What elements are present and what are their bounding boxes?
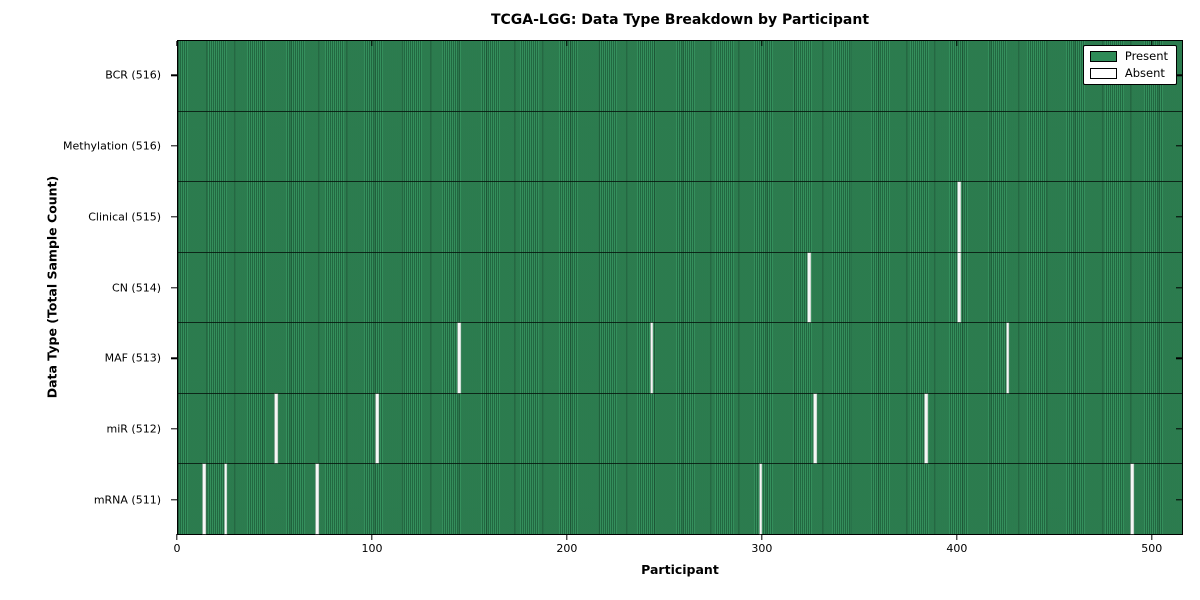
plot-area: Present Absent (177, 40, 1183, 535)
y-tick-mark (171, 216, 177, 218)
absent-gap (759, 464, 763, 535)
chart-title: TCGA-LGG: Data Type Breakdown by Partici… (490, 12, 870, 28)
x-tick-mark (371, 41, 373, 46)
absent-gap (1006, 323, 1010, 393)
absent-gap (924, 393, 928, 464)
x-tick-mark (176, 534, 178, 540)
heatmap-row-methylation (178, 112, 1182, 183)
x-tick-mark (956, 534, 958, 540)
legend-entry-absent: Absent (1089, 65, 1168, 80)
y-tick-mark (171, 498, 177, 501)
legend-label: Present (1124, 49, 1168, 63)
y-tick-mark (171, 357, 177, 359)
legend-entry-present: Present (1089, 49, 1168, 63)
absent-gap (650, 323, 654, 393)
heatmap-row-mir (178, 393, 1182, 465)
heatmap-row-mrna (178, 464, 1182, 535)
absent-gap (202, 464, 206, 535)
y-tick-labels: BCR (516) Methylation (516) Clinical (515)… (0, 40, 169, 535)
absent-gap (1131, 464, 1134, 535)
y-tick-label: Methylation (516) (63, 139, 161, 153)
x-axis-label: Participant (641, 562, 719, 577)
x-tick-mark (1151, 41, 1153, 46)
legend-swatch-absent (1089, 67, 1117, 79)
x-tick-mark (761, 41, 763, 46)
legend-label: Absent (1124, 65, 1165, 80)
x-tick-label: 500 (1141, 542, 1163, 555)
y-tick-mark (171, 428, 177, 430)
x-tick-mark (761, 534, 763, 540)
absent-gap (957, 182, 961, 252)
x-tick-mark (1151, 534, 1153, 540)
x-tick-label: 200 (556, 542, 578, 555)
x-tick-mark (566, 534, 568, 540)
x-tick-marks-bottom (176, 534, 1183, 540)
x-tick-labels: 0 100 200 300 400 500 (173, 542, 1183, 558)
heatmap-row-bcr (178, 41, 1182, 112)
x-tick-label: 400 (946, 542, 968, 555)
y-tick-mark (171, 74, 177, 77)
absent-gap (376, 393, 379, 464)
y-tick-marks-left (171, 40, 177, 535)
x-tick-mark (566, 41, 568, 46)
y-tick-mark (1176, 357, 1182, 359)
x-tick-mark (176, 41, 178, 46)
y-tick-mark (1176, 74, 1182, 77)
y-tick-mark (1176, 145, 1182, 147)
y-tick-label: MAF (513) (104, 351, 161, 365)
x-tick-label: 100 (361, 542, 383, 555)
heatmap-row-cn (178, 252, 1182, 324)
y-tick-label: mRNA (511) (93, 493, 161, 507)
absent-gap (274, 393, 278, 464)
legend: Present Absent (1082, 45, 1177, 85)
y-tick-label: Clinical (515) (88, 210, 161, 224)
absent-gap (957, 252, 961, 323)
x-tick-mark (371, 534, 373, 540)
heatmap-row-maf (178, 323, 1182, 394)
absent-gap (315, 464, 319, 535)
y-tick-marks-right (1176, 40, 1182, 535)
y-tick-mark (1176, 286, 1182, 289)
absent-gap (457, 323, 461, 393)
x-tick-mark (956, 41, 958, 46)
x-tick-label: 300 (751, 542, 773, 555)
y-tick-mark (1176, 216, 1182, 218)
legend-swatch-present (1089, 51, 1117, 63)
y-tick-mark (1176, 498, 1182, 501)
absent-gap (808, 252, 811, 323)
y-tick-label: BCR (516) (105, 68, 161, 82)
x-tick-label: 0 (173, 542, 181, 555)
x-tick-marks-top (176, 41, 1183, 46)
y-tick-mark (171, 286, 177, 289)
y-tick-label: miR (512) (106, 422, 162, 436)
heatmap-row-clinical (178, 182, 1182, 253)
y-tick-mark (171, 145, 177, 147)
absent-gap (224, 464, 227, 535)
presence-matrix (178, 41, 1182, 535)
y-tick-label: CN (514) (112, 281, 161, 294)
absent-gap (813, 393, 817, 464)
y-tick-mark (1176, 428, 1182, 430)
